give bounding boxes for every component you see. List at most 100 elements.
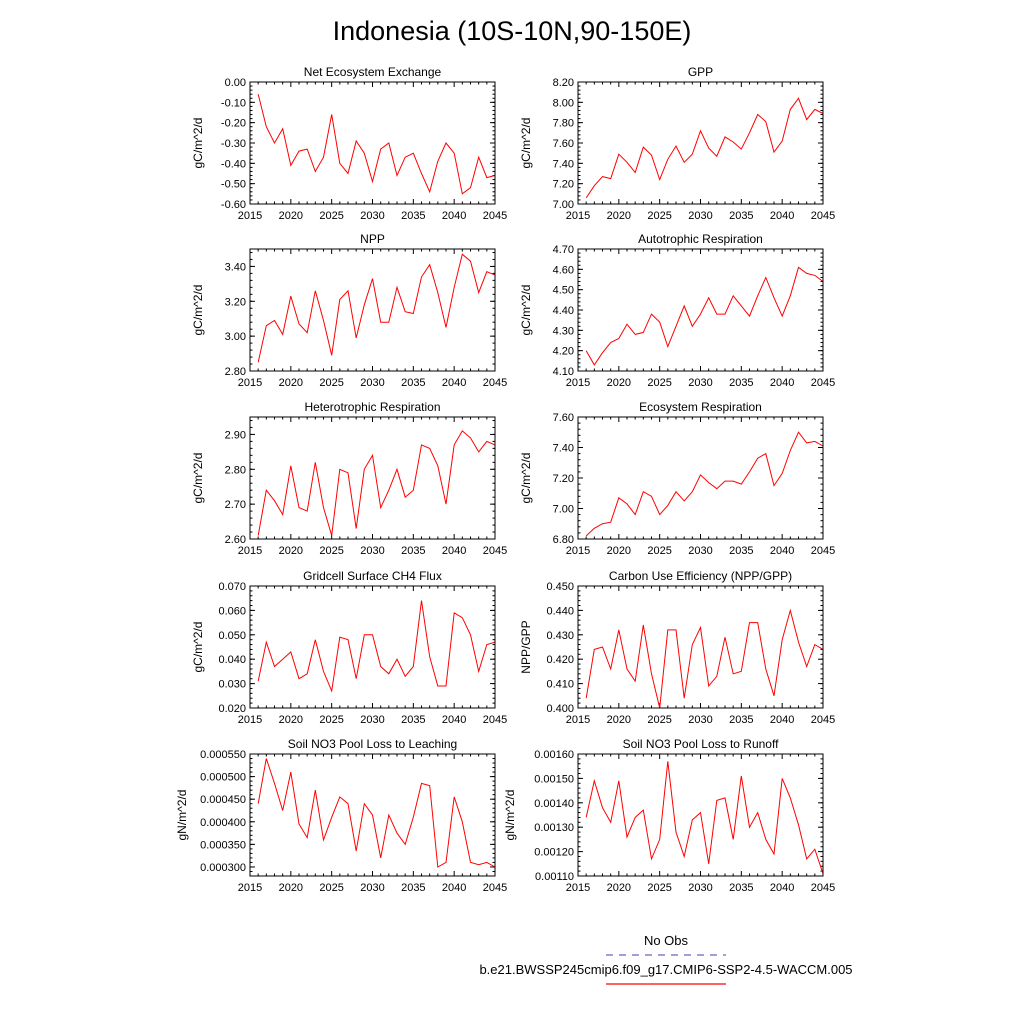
y-tick-label: 0.000350 [200, 839, 246, 851]
x-tick-label: 2025 [647, 377, 671, 389]
panel-title: Ecosystem Respiration [639, 400, 762, 414]
y-axis-label: gC/m^2/d [519, 285, 533, 336]
y-tick-label: 3.20 [225, 296, 246, 308]
x-tick-label: 2015 [566, 545, 590, 557]
y-tick-label: 0.00140 [534, 798, 574, 810]
series-line-model [257, 600, 496, 693]
x-tick-label: 2020 [607, 377, 631, 389]
x-tick-label: 2045 [483, 882, 507, 894]
y-tick-label: 4.10 [553, 366, 574, 378]
y-tick-label: 7.60 [553, 138, 574, 150]
x-tick-label: 2045 [483, 714, 507, 726]
y-tick-label: 4.70 [553, 244, 574, 256]
y-tick-label: 7.00 [553, 199, 574, 211]
y-tick-label: 7.40 [553, 158, 574, 170]
x-tick-label: 2025 [319, 377, 343, 389]
series-line-model [257, 94, 496, 195]
x-tick-label: 2035 [729, 882, 753, 894]
x-tick-label: 2015 [238, 377, 262, 389]
y-tick-label: 7.60 [553, 412, 574, 424]
y-tick-label: 7.00 [553, 504, 574, 516]
y-tick-label: 2.80 [225, 464, 246, 476]
panel-title: Autotrophic Respiration [638, 232, 763, 246]
x-tick-label: 2030 [688, 210, 712, 222]
y-tick-label: 0.050 [218, 630, 246, 642]
x-tick-label: 2020 [279, 377, 303, 389]
y-tick-label: 0.00150 [534, 773, 574, 785]
x-tick-label: 2045 [483, 377, 507, 389]
x-tick-label: 2035 [401, 545, 425, 557]
plot-frame [249, 248, 496, 372]
plot-frame [249, 753, 496, 877]
y-tick-label: 0.420 [546, 654, 574, 666]
y-tick-label: 4.30 [553, 325, 574, 337]
x-tick-label: 2025 [319, 714, 343, 726]
x-tick-label: 2020 [279, 545, 303, 557]
series-line-model [257, 253, 496, 363]
y-tick-label: 0.020 [218, 703, 246, 715]
y-axis-label: gN/m^2/d [503, 790, 517, 841]
x-tick-label: 2035 [729, 210, 753, 222]
x-tick-label: 2040 [770, 210, 794, 222]
y-tick-label: 7.20 [553, 473, 574, 485]
x-tick-label: 2040 [442, 714, 466, 726]
y-tick-label: 0.000450 [200, 794, 246, 806]
y-axis-label: NPP/GPP [519, 620, 533, 673]
legend: No Obs b.e21.BWSSP245cmip6.f09_g17.CMIP6… [479, 933, 853, 985]
series-line-model [585, 608, 824, 709]
x-tick-label: 2020 [279, 882, 303, 894]
y-axis-label: gC/m^2/d [519, 453, 533, 504]
x-tick-label: 2020 [279, 714, 303, 726]
x-tick-label: 2015 [238, 210, 262, 222]
panel-title: Soil NO3 Pool Loss to Runoff [623, 737, 780, 751]
x-tick-label: 2040 [770, 545, 794, 557]
panel-3: NPP gC/m^2/d 2015 2020 2025 2030 2035 2040 2045 3… [191, 232, 507, 389]
x-tick-label: 2015 [238, 714, 262, 726]
plot-frame [577, 753, 824, 877]
y-axis-label: gC/m^2/d [519, 118, 533, 169]
x-tick-label: 2040 [442, 882, 466, 894]
y-axis-label: gC/m^2/d [191, 453, 205, 504]
x-tick-label: 2040 [442, 377, 466, 389]
y-tick-label: -0.10 [221, 97, 246, 109]
y-axis-label: gC/m^2/d [191, 285, 205, 336]
y-tick-label: 0.400 [546, 703, 574, 715]
plot-frame [577, 585, 824, 709]
y-tick-label: 0.060 [218, 605, 246, 617]
panel-2: GPP gC/m^2/d 2015 2020 2025 2030 2035 2040 2045 8… [519, 65, 835, 222]
panel-title: Gridcell Surface CH4 Flux [303, 569, 442, 583]
x-tick-label: 2040 [442, 545, 466, 557]
x-tick-label: 2035 [401, 714, 425, 726]
plot-frame [249, 416, 496, 540]
x-tick-label: 2045 [811, 714, 835, 726]
y-tick-label: 0.070 [218, 581, 246, 593]
panel-title: GPP [688, 65, 713, 79]
panel-5: Heterotrophic Respiration gC/m^2/d 2015 202… [191, 400, 507, 557]
x-tick-label: 2030 [360, 714, 384, 726]
panel-title: Net Ecosystem Exchange [304, 65, 442, 79]
x-tick-label: 2020 [607, 210, 631, 222]
y-axis-label: gC/m^2/d [191, 118, 205, 169]
x-tick-label: 2015 [566, 714, 590, 726]
x-tick-label: 2035 [729, 377, 753, 389]
x-tick-label: 2025 [319, 882, 343, 894]
panel-title: NPP [360, 232, 385, 246]
x-tick-label: 2040 [770, 377, 794, 389]
x-tick-label: 2040 [770, 714, 794, 726]
panel-6: Ecosystem Respiration gC/m^2/d 2015 2020 202… [519, 400, 835, 557]
y-tick-label: 7.40 [553, 443, 574, 455]
x-tick-label: 2020 [607, 882, 631, 894]
y-tick-label: 0.040 [218, 654, 246, 666]
x-tick-label: 2025 [647, 882, 671, 894]
panel-grid: Net Ecosystem Exchange gC/m^2/d 2015 2020 20… [175, 65, 835, 894]
x-tick-label: 2040 [442, 210, 466, 222]
y-tick-label: -0.60 [221, 199, 246, 211]
x-tick-label: 2030 [360, 210, 384, 222]
figure-title: Indonesia (10S-10N,90-150E) [333, 16, 692, 46]
x-tick-label: 2030 [688, 545, 712, 557]
y-tick-label: 0.410 [546, 679, 574, 691]
plot-frame [577, 416, 824, 540]
y-tick-label: 4.50 [553, 285, 574, 297]
panel-8: Carbon Use Efficiency (NPP/GPP) NPP/GPP 20… [519, 569, 835, 726]
